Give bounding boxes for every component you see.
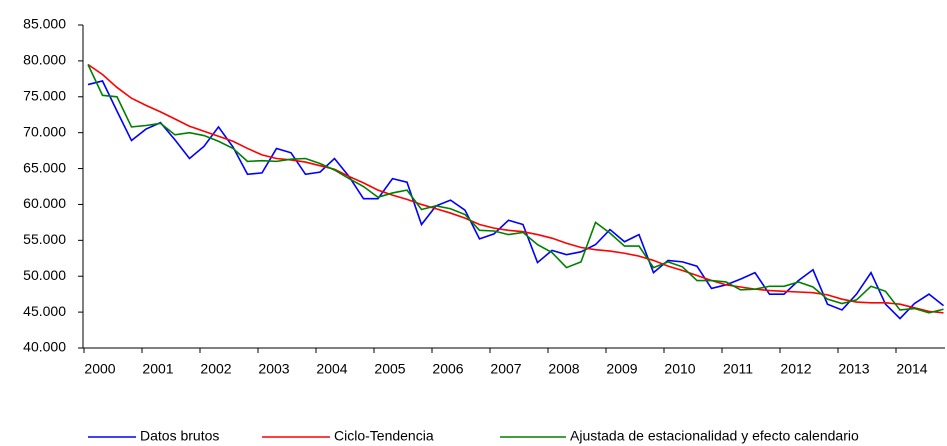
y-tick-label: 55.000 bbox=[23, 231, 66, 247]
y-tick-label: 65.000 bbox=[23, 159, 66, 175]
y-tick-label: 45.000 bbox=[23, 303, 66, 319]
x-tick-label: 2003 bbox=[258, 361, 289, 377]
series-line bbox=[87, 64, 944, 314]
x-tick-label: 2014 bbox=[896, 361, 927, 377]
x-tick-label: 2001 bbox=[142, 361, 173, 377]
x-tick-label: 2004 bbox=[316, 361, 347, 377]
legend-label: Ciclo-Tendencia bbox=[334, 428, 434, 444]
x-tick-label: 2011 bbox=[723, 361, 753, 377]
x-tick-label: 2010 bbox=[664, 361, 695, 377]
x-tick-label: 2006 bbox=[432, 361, 463, 377]
y-tick-label: 60.000 bbox=[23, 195, 66, 211]
legend-label: Datos brutos bbox=[140, 428, 219, 444]
x-tick-label: 2002 bbox=[200, 361, 231, 377]
x-tick-label: 2013 bbox=[838, 361, 869, 377]
y-tick-label: 75.000 bbox=[23, 87, 66, 103]
x-tick-label: 2007 bbox=[490, 361, 521, 377]
x-tick-label: 2009 bbox=[606, 361, 637, 377]
x-tick-label: 2005 bbox=[374, 361, 405, 377]
series-line bbox=[87, 80, 944, 320]
y-tick-label: 40.000 bbox=[23, 339, 66, 355]
y-tick-label: 80.000 bbox=[23, 52, 66, 68]
legend-label: Ajustada de estacionalidad y efecto cale… bbox=[570, 428, 859, 444]
x-tick-label: 2008 bbox=[548, 361, 579, 377]
series-line bbox=[87, 63, 944, 314]
x-tick-label: 2012 bbox=[780, 361, 811, 377]
y-tick-label: 85.000 bbox=[23, 16, 66, 32]
x-tick-label: 2000 bbox=[84, 361, 115, 377]
y-tick-label: 50.000 bbox=[23, 267, 66, 283]
y-tick-label: 70.000 bbox=[23, 123, 66, 139]
